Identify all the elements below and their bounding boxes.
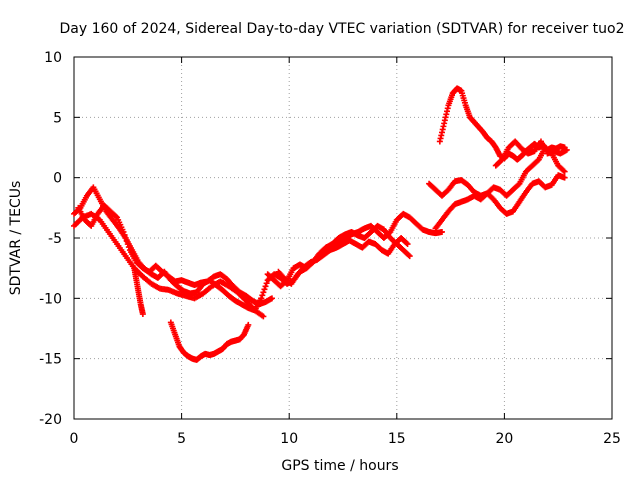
data-point	[261, 286, 268, 293]
data-point	[438, 228, 445, 235]
series-track-e	[167, 319, 252, 363]
data-point	[561, 168, 568, 175]
y-tick-label: -20	[39, 412, 62, 428]
data-point	[122, 235, 129, 241]
series-track-l	[492, 138, 570, 169]
series-track-h	[275, 235, 411, 287]
series-track-d	[131, 265, 146, 318]
data-point	[260, 289, 267, 296]
y-tick-label: -15	[39, 352, 62, 368]
chart-title: Day 160 of 2024, Sidereal Day-to-day VTE…	[59, 21, 624, 37]
data-point	[123, 238, 130, 245]
data-point	[121, 231, 128, 238]
data-point	[515, 181, 522, 188]
data-point	[139, 311, 146, 318]
data-point	[560, 167, 567, 174]
y-tick-label: 5	[53, 110, 62, 126]
x-tick-label: 5	[177, 431, 186, 447]
x-tick-label: 10	[280, 431, 298, 447]
data-point	[406, 253, 413, 260]
data-point	[404, 241, 411, 248]
x-tick-label: 0	[70, 431, 79, 447]
y-tick-label: 10	[44, 50, 62, 66]
series-track-c	[75, 202, 275, 308]
y-tick-labels: -20 -15 -10 -5 0 5 10	[39, 50, 62, 428]
data-point	[258, 295, 265, 302]
data-point	[259, 292, 266, 299]
x-tick-label: 20	[495, 431, 513, 447]
data-point	[262, 283, 269, 290]
data-point	[263, 280, 270, 287]
data-point	[405, 252, 412, 259]
data-point	[268, 295, 275, 302]
x-tick-labels: 0 5 10 15 20 25	[70, 431, 621, 447]
y-axis-title: SDTVAR / TECUs	[8, 181, 24, 296]
data-point	[534, 157, 541, 164]
data-point	[120, 228, 127, 235]
data-point	[260, 313, 267, 320]
data-points	[71, 85, 570, 363]
x-axis-title: GPS time / hours	[281, 458, 398, 474]
data-point	[112, 213, 119, 220]
data-point	[245, 321, 252, 328]
data-point	[403, 240, 410, 247]
x-tick-label: 15	[388, 431, 406, 447]
data-point	[125, 244, 132, 251]
y-tick-label: 0	[53, 171, 62, 187]
data-point	[563, 146, 570, 153]
tick-marks	[73, 56, 613, 420]
data-point	[561, 174, 568, 181]
y-tick-label: -10	[39, 291, 62, 307]
data-point	[124, 241, 131, 248]
x-tick-label: 25	[603, 431, 621, 447]
y-tick-label: -5	[48, 231, 62, 247]
data-point	[498, 157, 505, 164]
